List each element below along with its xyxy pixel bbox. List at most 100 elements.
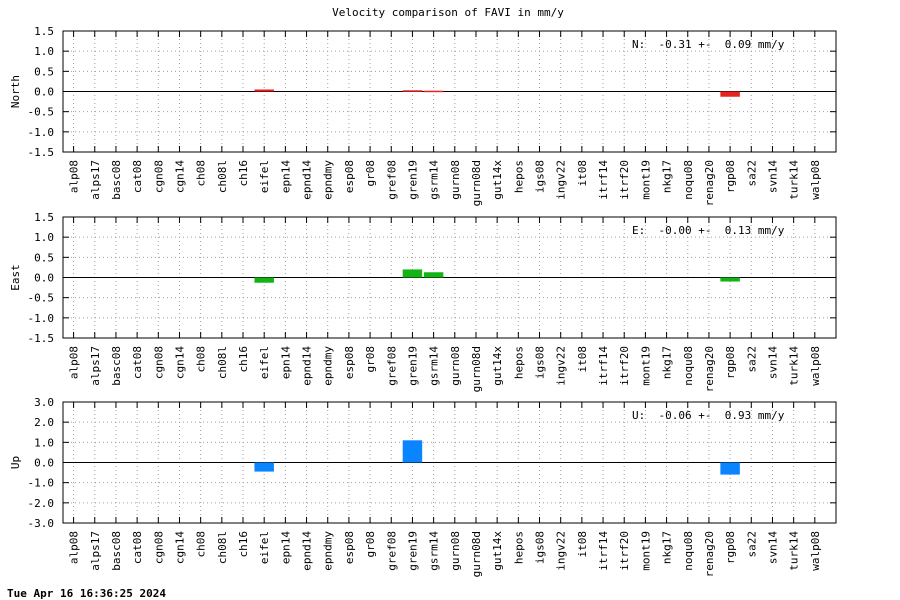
north-xtick-label: epn14: [279, 160, 292, 193]
up-y-axis-label: Up: [9, 456, 22, 469]
up-xtick-label: it08: [576, 531, 589, 558]
east-ytick-label: 1.5: [34, 211, 54, 224]
up-bar-rgp08: [720, 462, 740, 475]
east-ytick-label: -1.0: [28, 312, 55, 325]
north-xtick-label: itrf14: [597, 160, 610, 200]
east-xtick-label: gut14x: [491, 346, 504, 386]
north-ytick-label: 0.5: [34, 65, 54, 78]
up-xtick-label: rgp08: [724, 531, 737, 564]
north-xtick-label: sa22: [745, 160, 758, 187]
east-xtick-label: ch16: [237, 346, 250, 373]
up-xtick-label: svn14: [766, 531, 779, 564]
east-xtick-label: epndmy: [322, 346, 335, 386]
up-ytick-label: 0.0: [34, 457, 54, 470]
up-xtick-label: ingv22: [555, 531, 568, 571]
north-ytick-label: 1.0: [34, 45, 54, 58]
north-xtick-label: esp08: [343, 160, 356, 193]
east-xtick-label: itrf20: [618, 346, 631, 386]
north-xtick-label: gsrm14: [428, 160, 441, 200]
north-annotation: N: -0.31 +- 0.09 mm/y: [632, 38, 785, 51]
east-ytick-label: -1.5: [28, 332, 55, 345]
north-xtick-label: gut14x: [491, 160, 504, 200]
up-xtick-label: igs08: [534, 531, 547, 564]
north-xtick-label: svn14: [766, 160, 779, 193]
north-xtick-label: renag20: [703, 160, 716, 206]
up-xtick-label: gref08: [385, 531, 398, 571]
east-xtick-label: ingv22: [555, 346, 568, 386]
north-xtick-label: itrf20: [618, 160, 631, 200]
north-xtick-label: basc08: [110, 160, 123, 200]
north-xtick-label: gref08: [385, 160, 398, 200]
up-xtick-label: sa22: [745, 531, 758, 558]
up-xtick-label: walp08: [809, 531, 822, 571]
east-xtick-label: alps17: [89, 346, 102, 386]
north-xtick-label: alp08: [68, 160, 81, 193]
east-xtick-label: igs08: [534, 346, 547, 379]
east-xtick-label: cat08: [131, 346, 144, 379]
east-plot-frame: [62, 216, 837, 339]
up-xtick-label: epndmy: [322, 531, 335, 571]
north-xtick-label: epnd14: [301, 160, 314, 200]
north-xtick-label: alps17: [89, 160, 102, 200]
north-xtick-label: turk14: [788, 160, 801, 200]
east-ytick-label: 0.5: [34, 251, 54, 264]
east-xtick-label: esp08: [343, 346, 356, 379]
north-bar-rgp08: [720, 91, 740, 97]
east-xtick-label: renag20: [703, 346, 716, 392]
north-xtick-label: ch08: [195, 160, 208, 187]
east-xtick-label: gref08: [385, 346, 398, 386]
north-xtick-label: ingv22: [555, 160, 568, 200]
up-xtick-label: ch16: [237, 531, 250, 558]
up-xtick-label: hepos: [512, 531, 525, 564]
up-xtick-label: noqu08: [682, 531, 695, 571]
east-xtick-label: mont19: [639, 346, 652, 386]
east-bar-gren19: [402, 269, 423, 278]
north-xtick-label: eifel: [258, 160, 271, 193]
east-xtick-label: walp08: [809, 346, 822, 386]
north-xtick-label: cat08: [131, 160, 144, 193]
figure-title: Velocity comparison of FAVI in mm/y: [332, 6, 564, 19]
east-ytick-label: 1.0: [34, 231, 54, 244]
up-xtick-label: esp08: [343, 531, 356, 564]
up-bar-eifel: [254, 462, 274, 472]
north-ytick-label: -0.5: [28, 106, 55, 119]
up-xtick-label: nkg17: [661, 531, 674, 564]
north-xtick-label: cgn14: [173, 160, 186, 193]
north-xtick-label: rgp08: [724, 160, 737, 193]
north-y-axis-label: North: [9, 75, 22, 108]
north-xtick-label: it08: [576, 160, 589, 187]
east-xtick-label: rgp08: [724, 346, 737, 379]
east-xtick-label: sa22: [745, 346, 758, 373]
north-xtick-label: gren19: [406, 160, 419, 200]
north-bar-gren19: [402, 90, 423, 92]
up-xtick-label: cgn08: [152, 531, 165, 564]
east-xtick-label: eifel: [258, 346, 271, 379]
up-xtick-label: cgn14: [173, 531, 186, 564]
up-xtick-label: itrf20: [618, 531, 631, 571]
east-ytick-label: -0.5: [28, 292, 55, 305]
up-xtick-label: gr08: [364, 531, 377, 558]
east-xtick-label: cgn14: [173, 346, 186, 379]
east-ytick-label: 0.0: [34, 272, 54, 285]
up-xtick-label: gut14x: [491, 531, 504, 571]
north-xtick-label: gr08: [364, 160, 377, 187]
east-xtick-label: gsrm14: [428, 346, 441, 386]
up-xtick-label: epn14: [279, 531, 292, 564]
north-ytick-label: 1.5: [34, 25, 54, 38]
east-y-axis-label: East: [9, 264, 22, 291]
east-xtick-label: cgn08: [152, 346, 165, 379]
up-xtick-label: gurn08: [449, 531, 462, 571]
north-xtick-label: hepos: [512, 160, 525, 193]
east-xtick-label: it08: [576, 346, 589, 373]
east-bar-rgp08: [720, 277, 740, 282]
east-xtick-label: gurn08d: [470, 346, 483, 392]
up-xtick-label: renag20: [703, 531, 716, 577]
up-xtick-label: gsrm14: [428, 531, 441, 571]
up-annotation: U: -0.06 +- 0.93 mm/y: [632, 409, 785, 422]
up-xtick-label: basc08: [110, 531, 123, 571]
up-ytick-label: -2.0: [28, 497, 55, 510]
up-xtick-label: alp08: [68, 531, 81, 564]
panel-up: 3.0 2.0 1.0 0.0 -1.0 -2.0 -3.0 alp08 alps17 basc0…: [9, 396, 837, 577]
north-xtick-label: mont19: [639, 160, 652, 200]
